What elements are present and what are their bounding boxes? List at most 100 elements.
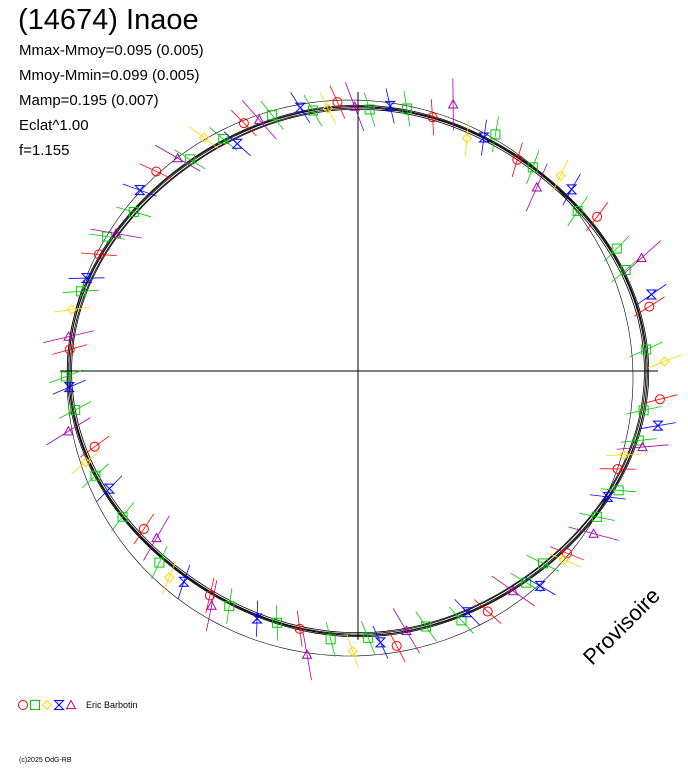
point-circle	[151, 166, 162, 177]
error-bar	[363, 92, 376, 127]
point-marker	[421, 621, 432, 632]
point-circle	[562, 548, 573, 559]
point-marker	[391, 640, 402, 651]
error-bar	[143, 515, 170, 561]
chart-title: (14674) Inaoe	[18, 4, 199, 36]
point-marker	[490, 129, 501, 140]
point-marker	[447, 98, 459, 109]
point-square	[224, 601, 235, 612]
point-square	[272, 617, 283, 628]
point-diamond	[41, 699, 53, 711]
point-marker	[60, 371, 71, 382]
point-marker	[619, 449, 630, 460]
error-bar	[151, 546, 168, 579]
error-bar	[600, 488, 637, 493]
point-marker	[18, 700, 28, 710]
error-bar	[133, 513, 155, 545]
point-hourglass	[103, 483, 116, 494]
error-bar	[189, 126, 219, 149]
point-marker	[238, 118, 249, 129]
point-marker	[41, 699, 53, 711]
point-square	[75, 286, 86, 297]
stat-f: f=1.155	[19, 142, 70, 159]
point-circle	[654, 394, 665, 405]
point-triangle	[531, 181, 543, 192]
error-bar	[415, 611, 437, 642]
stat-mmoy-mmin: Mmoy-Mmin=0.099 (0.005)	[19, 67, 200, 84]
point-triangle	[151, 532, 162, 543]
point-marker	[294, 102, 306, 113]
error-bar	[491, 575, 535, 607]
legend-symbols	[18, 699, 77, 711]
point-hourglass	[652, 420, 664, 431]
point-marker	[30, 700, 40, 710]
error-bar	[430, 99, 435, 136]
point-marker	[206, 600, 217, 610]
point-square	[641, 344, 652, 355]
point-marker	[198, 132, 210, 143]
point-marker	[620, 265, 631, 276]
data-points	[43, 78, 682, 681]
point-circle	[332, 97, 343, 108]
point-hourglass	[384, 100, 396, 111]
point-circle	[204, 590, 215, 601]
error-bar	[625, 406, 662, 415]
point-square	[128, 206, 139, 217]
point-marker	[637, 441, 648, 452]
error-bar	[387, 629, 406, 662]
error-bar	[550, 546, 584, 561]
point-marker	[90, 470, 101, 481]
point-hourglass	[251, 613, 263, 624]
error-bar	[205, 580, 218, 632]
error-bar	[226, 588, 233, 624]
point-marker	[272, 617, 283, 628]
point-marker	[562, 548, 573, 559]
point-marker	[154, 557, 165, 568]
point-marker	[63, 425, 74, 436]
error-bar	[62, 289, 99, 293]
point-marker	[612, 463, 623, 474]
point-triangle	[63, 425, 74, 436]
error-bar	[642, 394, 678, 405]
error-bar	[260, 100, 284, 130]
fit-curve-4	[68, 106, 648, 636]
error-bar	[392, 608, 420, 654]
point-marker	[565, 184, 578, 195]
point-square	[633, 435, 644, 446]
point-marker	[482, 606, 493, 617]
point-hourglass	[294, 102, 306, 113]
point-marker	[401, 103, 412, 114]
point-marker	[128, 206, 139, 217]
point-marker	[253, 114, 265, 124]
point-marker	[641, 344, 652, 355]
fit-curve-5	[71, 108, 645, 634]
error-bar	[360, 621, 376, 655]
point-marker	[117, 511, 128, 522]
error-bar	[403, 90, 411, 127]
point-marker	[364, 104, 375, 115]
point-marker	[602, 491, 614, 502]
point-hourglass	[80, 273, 93, 284]
point-marker	[322, 103, 334, 114]
error-bar	[620, 438, 657, 443]
error-bar	[511, 142, 523, 178]
point-marker	[294, 623, 305, 634]
point-marker	[638, 405, 649, 416]
point-marker	[374, 637, 387, 648]
fit-curves	[66, 99, 650, 657]
point-circle	[427, 112, 438, 123]
point-marker	[349, 101, 360, 111]
error-bar	[139, 163, 173, 180]
point-square	[591, 511, 602, 522]
point-triangle	[63, 331, 74, 341]
error-bar	[154, 144, 201, 172]
point-diamond	[347, 645, 358, 657]
point-marker	[75, 286, 86, 297]
error-bar	[629, 341, 663, 358]
point-triangle	[588, 528, 599, 538]
point-marker	[558, 554, 570, 566]
point-marker	[63, 382, 76, 393]
point-marker	[151, 532, 162, 543]
error-bar	[552, 159, 569, 193]
